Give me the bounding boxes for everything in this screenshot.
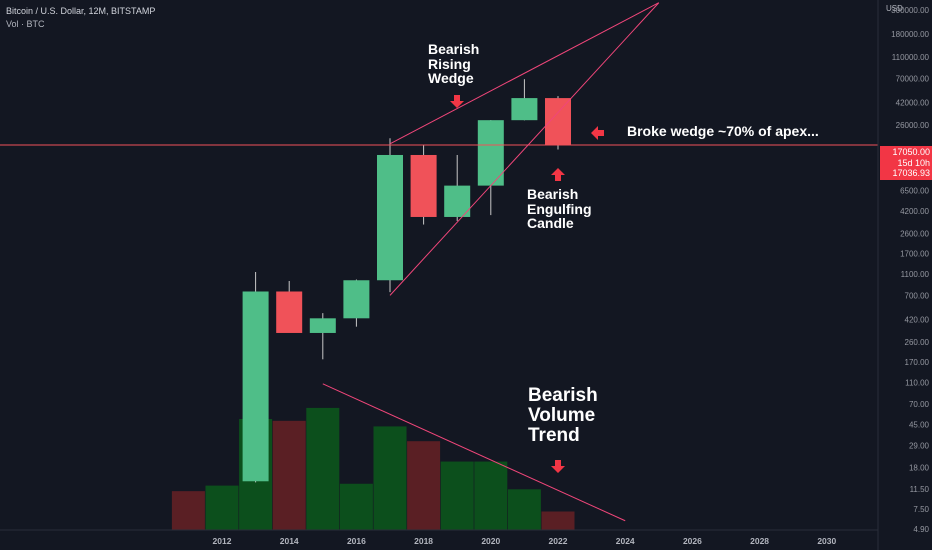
- second-price: 17036.93: [892, 168, 930, 178]
- price-tick-label: 45.00: [909, 421, 930, 430]
- candle-body-2021: [511, 98, 538, 121]
- year-tick-label: 2022: [549, 536, 568, 546]
- price-tick-label: 70000.00: [896, 75, 930, 84]
- price-tick-label: 260.00: [905, 338, 930, 347]
- volume-bar-2015: [306, 407, 340, 530]
- year-tick-label: 2020: [481, 536, 500, 546]
- arrow-up-icon: [551, 168, 565, 181]
- wedge-line-lower: [389, 2, 660, 296]
- annotation-line: Engulfing: [527, 200, 592, 217]
- candle-body-2022: [545, 98, 571, 146]
- price-tick-label: 420.00: [905, 315, 930, 324]
- price-tick-label: 4.90: [913, 525, 929, 534]
- trendlines: [0, 2, 878, 522]
- candles: [242, 79, 571, 483]
- year-tick-label: 2014: [280, 536, 299, 546]
- arrow-down-icon: [450, 95, 464, 108]
- annotation-engulfing-candle: Bearish Engulfing Candle: [527, 187, 592, 231]
- volume-trend-line: [322, 383, 626, 522]
- price-tick-label: 6500.00: [900, 186, 929, 195]
- price-tick-label: 29.00: [909, 441, 930, 450]
- volume-bar-2014: [272, 420, 306, 530]
- volume-bar-2016: [339, 483, 373, 530]
- price-tick-label: 110000.00: [892, 53, 930, 62]
- annotation-line: Wedge: [428, 70, 474, 87]
- price-tick-label: 70.00: [909, 400, 930, 409]
- candle-body-2019: [444, 185, 471, 217]
- candle-body-2014: [276, 291, 303, 333]
- price-tick-label: 18.00: [909, 464, 930, 473]
- volume-bar-2020: [474, 461, 508, 530]
- annotation-line: Trend: [528, 424, 580, 446]
- price-tick-label: 1100.00: [901, 270, 930, 279]
- price-tick-label: 26000.00: [896, 121, 930, 130]
- axis-currency: USD: [886, 4, 903, 13]
- candle-body-2020: [477, 120, 504, 186]
- candle-body-2016: [343, 280, 370, 319]
- volume-bar-2022: [541, 511, 575, 530]
- volume-bar-2011: [171, 491, 205, 530]
- annotation-line: Bearish: [428, 41, 480, 57]
- last-price-badge: 17050.00 15d 10h 17036.93: [880, 146, 932, 180]
- annotation-line: Candle: [527, 215, 574, 232]
- year-tick-label: 2028: [750, 536, 769, 546]
- price-tick-label: 42000.00: [896, 99, 930, 108]
- volume-bar-2012: [205, 485, 239, 530]
- price-tick-label: 170.00: [905, 358, 930, 367]
- year-tick-label: 2018: [414, 536, 433, 546]
- price-tick-label: 110.00: [905, 379, 929, 388]
- arrow-down-icon: [551, 460, 565, 473]
- volume-bar-2019: [440, 461, 474, 530]
- annotation-line: Bearish: [528, 385, 598, 406]
- price-tick-label: 1700.00: [900, 250, 929, 259]
- candle-body-2013: [242, 291, 269, 482]
- annotation-line: Volume: [528, 404, 596, 426]
- price-tick-label: 180000.00: [891, 30, 929, 39]
- volume-bar-2017: [373, 426, 407, 530]
- annotation-rising-wedge: Bearish Rising Wedge: [428, 42, 479, 86]
- arrow-left-icon: [591, 126, 604, 140]
- volume-bar-2021: [507, 489, 541, 530]
- bar-countdown: 15d 10h: [897, 157, 930, 168]
- candle-body-2017: [377, 154, 403, 281]
- candle-body-2018: [410, 154, 437, 217]
- price-tick-label: 300000.00: [891, 6, 929, 15]
- wedge-line-upper: [389, 2, 660, 145]
- year-tick-label: 2012: [213, 536, 232, 546]
- candle-body-2015: [309, 318, 336, 333]
- year-tick-label: 2030: [817, 536, 836, 546]
- time-axis: 2012 2014 2016 2018 2020 2022 2024 2026 2028 2030: [213, 536, 837, 546]
- annotation-line: Bearish: [527, 186, 579, 202]
- annotation-line: Rising: [428, 55, 471, 72]
- annotation-volume-trend: Bearish Volume Trend: [528, 386, 598, 446]
- price-tick-label: 700.00: [905, 291, 930, 300]
- symbol-title[interactable]: Bitcoin / U.S. Dollar, 12M, BITSTAMP: [6, 6, 156, 16]
- annotation-arrows: [450, 95, 604, 473]
- annotation-broke-wedge: Broke wedge ~70% of apex...: [627, 123, 819, 139]
- price-tick-label: 11.50: [910, 485, 930, 494]
- year-tick-label: 2024: [616, 536, 635, 546]
- year-tick-label: 2016: [347, 536, 366, 546]
- volume-legend[interactable]: Vol · BTC: [6, 19, 45, 29]
- volume-bars: [171, 407, 575, 530]
- price-tick-label: 2600.00: [900, 230, 929, 239]
- price-tick-label: 7.50: [913, 505, 929, 514]
- year-tick-label: 2026: [683, 536, 702, 546]
- last-price: 17050.00: [892, 147, 930, 157]
- volume-bar-2018: [407, 441, 441, 530]
- price-tick-label: 4200.00: [900, 207, 929, 216]
